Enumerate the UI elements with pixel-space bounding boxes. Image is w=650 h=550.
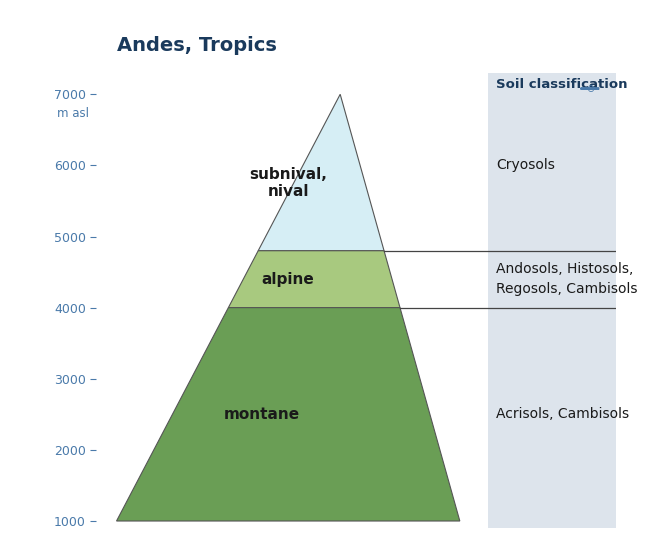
Text: Cryosols: Cryosols: [496, 158, 555, 172]
FancyBboxPatch shape: [488, 73, 642, 528]
Text: Acrisols, Cambisols: Acrisols, Cambisols: [496, 408, 629, 421]
Text: subnival,
nival: subnival, nival: [249, 167, 327, 200]
Polygon shape: [228, 251, 400, 307]
Text: alpine: alpine: [262, 272, 315, 287]
Text: Andes, Tropics: Andes, Tropics: [116, 36, 276, 55]
Polygon shape: [258, 94, 384, 251]
Text: m asl: m asl: [57, 107, 88, 120]
Text: Soil classification: Soil classification: [496, 78, 628, 91]
Text: montane: montane: [224, 407, 300, 422]
Text: ⊙: ⊙: [586, 84, 594, 94]
Polygon shape: [116, 307, 460, 521]
Text: Andosols, Histosols,
Regosols, Cambisols: Andosols, Histosols, Regosols, Cambisols: [496, 262, 638, 296]
